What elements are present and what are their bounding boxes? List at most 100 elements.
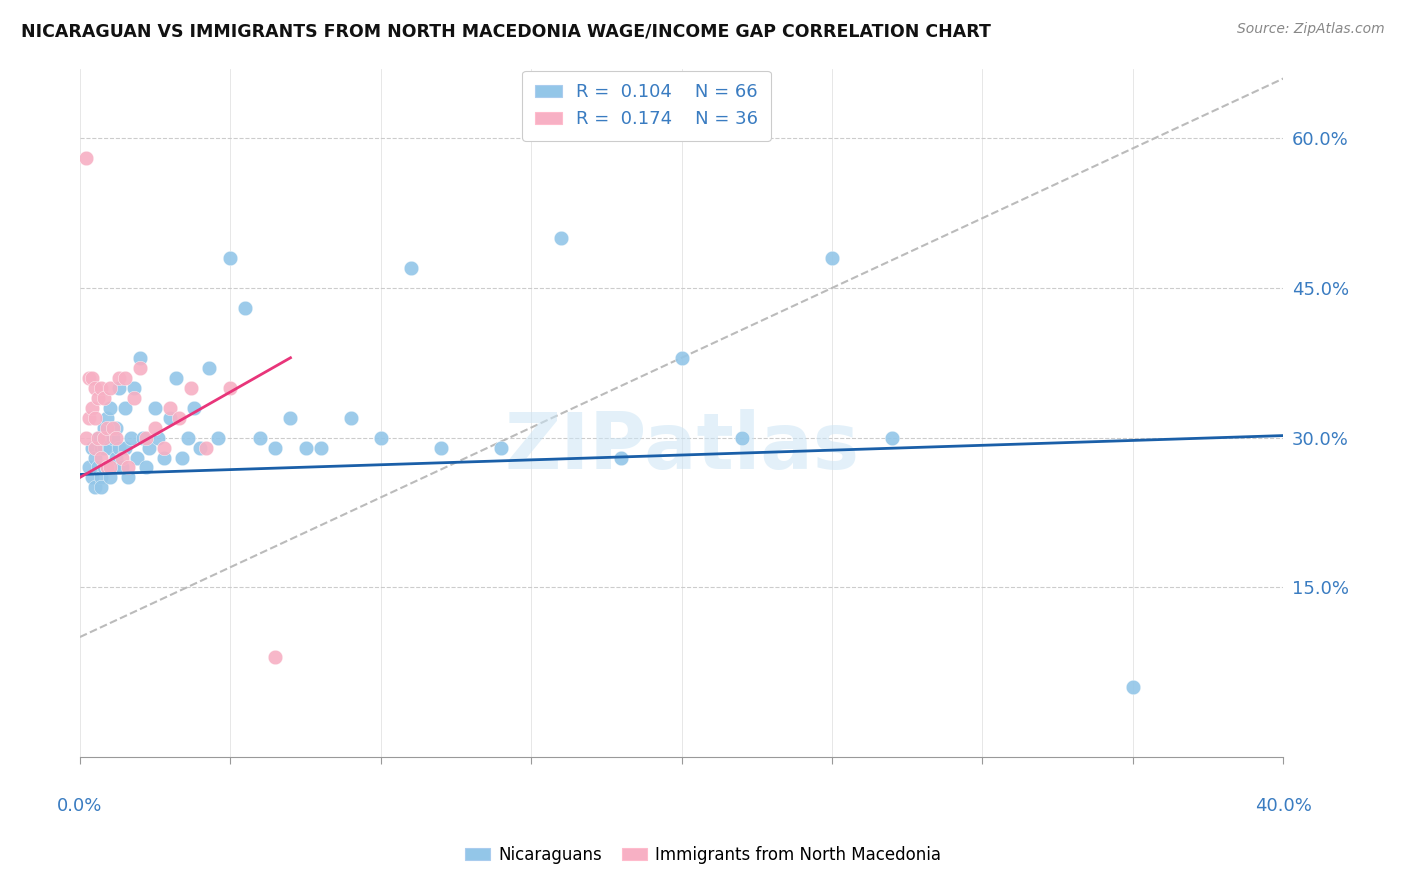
Point <box>84 450 107 465</box>
Point <box>135 460 157 475</box>
Point <box>87 431 110 445</box>
Point <box>172 450 194 465</box>
Point <box>111 450 134 465</box>
Point <box>132 431 155 445</box>
Point <box>98 381 121 395</box>
Point <box>93 441 115 455</box>
Point <box>87 460 110 475</box>
Point <box>731 431 754 445</box>
Point <box>153 450 176 465</box>
Point <box>125 450 148 465</box>
Point <box>90 450 112 465</box>
Point <box>108 441 131 455</box>
Point <box>96 420 118 434</box>
Point <box>489 441 512 455</box>
Point <box>183 401 205 415</box>
Point <box>138 441 160 455</box>
Point <box>180 381 202 395</box>
Point <box>101 431 124 445</box>
Point <box>98 460 121 475</box>
Point <box>159 410 181 425</box>
Point <box>195 441 218 455</box>
Point <box>84 381 107 395</box>
Point <box>188 441 211 455</box>
Point <box>90 441 112 455</box>
Point <box>80 470 103 484</box>
Point <box>87 431 110 445</box>
Point <box>84 480 107 494</box>
Point <box>90 381 112 395</box>
Text: NICARAGUAN VS IMMIGRANTS FROM NORTH MACEDONIA WAGE/INCOME GAP CORRELATION CHART: NICARAGUAN VS IMMIGRANTS FROM NORTH MACE… <box>21 22 991 40</box>
Point <box>159 401 181 415</box>
Point <box>120 431 142 445</box>
Text: ZIPatlas: ZIPatlas <box>505 409 859 485</box>
Point <box>93 460 115 475</box>
Point <box>249 431 271 445</box>
Text: 40.0%: 40.0% <box>1256 797 1312 814</box>
Point <box>114 441 136 455</box>
Point <box>122 391 145 405</box>
Point <box>122 381 145 395</box>
Point <box>129 351 152 365</box>
Point <box>93 420 115 434</box>
Point <box>96 460 118 475</box>
Point <box>821 251 844 265</box>
Point <box>101 460 124 475</box>
Point <box>98 470 121 484</box>
Point <box>129 360 152 375</box>
Point <box>111 460 134 475</box>
Point <box>280 410 302 425</box>
Point <box>399 260 422 275</box>
Point <box>108 370 131 384</box>
Point <box>96 460 118 475</box>
Point <box>339 410 361 425</box>
Point <box>1122 680 1144 694</box>
Point <box>77 370 100 384</box>
Point <box>264 650 287 665</box>
Point <box>80 370 103 384</box>
Point <box>98 441 121 455</box>
Point <box>370 431 392 445</box>
Point <box>219 381 242 395</box>
Point <box>135 431 157 445</box>
Point <box>80 401 103 415</box>
Point <box>84 441 107 455</box>
Text: 0.0%: 0.0% <box>58 797 103 814</box>
Point <box>235 301 257 315</box>
Point <box>80 441 103 455</box>
Point <box>198 360 221 375</box>
Point <box>87 391 110 405</box>
Point <box>104 450 127 465</box>
Point <box>153 441 176 455</box>
Point <box>98 401 121 415</box>
Point <box>108 381 131 395</box>
Legend: Nicaraguans, Immigrants from North Macedonia: Nicaraguans, Immigrants from North Maced… <box>458 839 948 871</box>
Point <box>104 431 127 445</box>
Point <box>207 431 229 445</box>
Point <box>165 370 187 384</box>
Point <box>93 431 115 445</box>
Point <box>167 410 190 425</box>
Point <box>77 460 100 475</box>
Point <box>882 431 904 445</box>
Point <box>143 401 166 415</box>
Point <box>117 460 139 475</box>
Point <box>430 441 453 455</box>
Point <box>75 431 97 445</box>
Point <box>117 470 139 484</box>
Point <box>104 420 127 434</box>
Point <box>96 410 118 425</box>
Point <box>610 450 633 465</box>
Point <box>101 420 124 434</box>
Point <box>146 431 169 445</box>
Point <box>294 441 316 455</box>
Point <box>84 410 107 425</box>
Point <box>143 420 166 434</box>
Point <box>93 391 115 405</box>
Point <box>219 251 242 265</box>
Legend: R =  0.104    N = 66, R =  0.174    N = 36: R = 0.104 N = 66, R = 0.174 N = 36 <box>522 70 770 141</box>
Point <box>90 470 112 484</box>
Point <box>550 231 572 245</box>
Point <box>75 151 97 165</box>
Point <box>96 431 118 445</box>
